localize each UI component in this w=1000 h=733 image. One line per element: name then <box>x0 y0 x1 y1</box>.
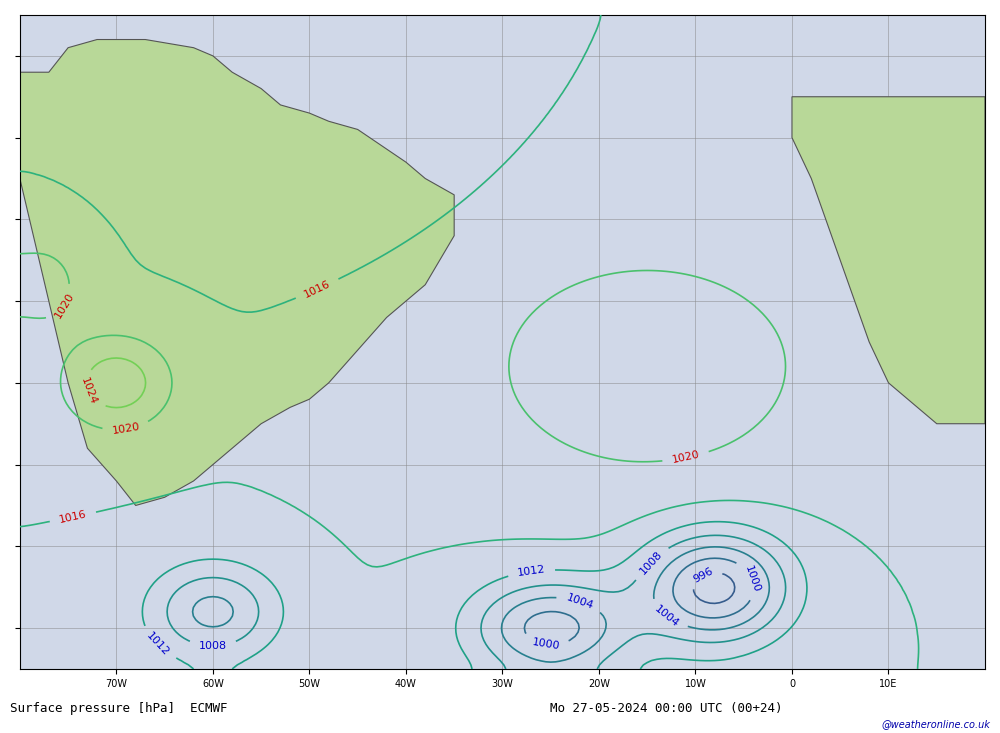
Text: 1012: 1012 <box>517 564 546 578</box>
Text: 1020: 1020 <box>111 422 141 436</box>
Text: 1008: 1008 <box>637 549 664 576</box>
Text: 1024: 1024 <box>79 376 98 406</box>
Text: Surface pressure [hPa]  ECMWF: Surface pressure [hPa] ECMWF <box>10 701 228 715</box>
Text: 1004: 1004 <box>565 592 595 611</box>
Text: Mo 27-05-2024 00:00 UTC (00+24): Mo 27-05-2024 00:00 UTC (00+24) <box>550 701 782 715</box>
Text: 996: 996 <box>692 565 715 584</box>
Text: 1012: 1012 <box>144 630 171 658</box>
Text: 1004: 1004 <box>652 604 681 630</box>
Text: @weatheronline.co.uk: @weatheronline.co.uk <box>881 719 990 729</box>
Text: 1020: 1020 <box>53 290 76 320</box>
Polygon shape <box>20 40 454 506</box>
Text: 1008: 1008 <box>199 641 227 651</box>
Text: 1016: 1016 <box>58 509 88 525</box>
Text: 1020: 1020 <box>671 449 701 465</box>
Text: 1000: 1000 <box>743 564 761 594</box>
Text: 1000: 1000 <box>531 637 560 652</box>
Text: 1016: 1016 <box>302 279 332 299</box>
Polygon shape <box>792 97 985 424</box>
